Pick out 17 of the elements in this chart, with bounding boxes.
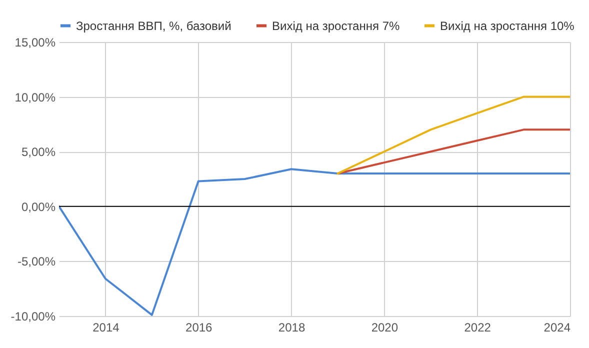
line-series [336,128,570,175]
x-tick-label: 2018 [278,320,306,334]
x-tick-label: 2016 [186,320,213,334]
x-tick-label: 2024 [544,320,571,334]
legend-label: Вихід на зростання 7% [272,18,400,33]
line-series [336,96,570,175]
legend-label: Вихід на зростання 10% [440,18,575,33]
y-tick-label: 10,00% [14,90,56,104]
y-tick-label: 15,00% [14,36,56,50]
x-tick-label: 2014 [92,320,120,334]
legend-label: Зростання ВВП, %, базовий [76,18,232,33]
y-tick-label: -5,00% [17,254,56,269]
y-tick-label: 5,00% [21,145,56,160]
x-tick-label: 2020 [371,320,398,334]
y-tick-label: 0,00% [21,200,56,214]
y-tick-label: -10,00% [10,310,56,324]
x-tick-label: 2022 [464,320,492,334]
